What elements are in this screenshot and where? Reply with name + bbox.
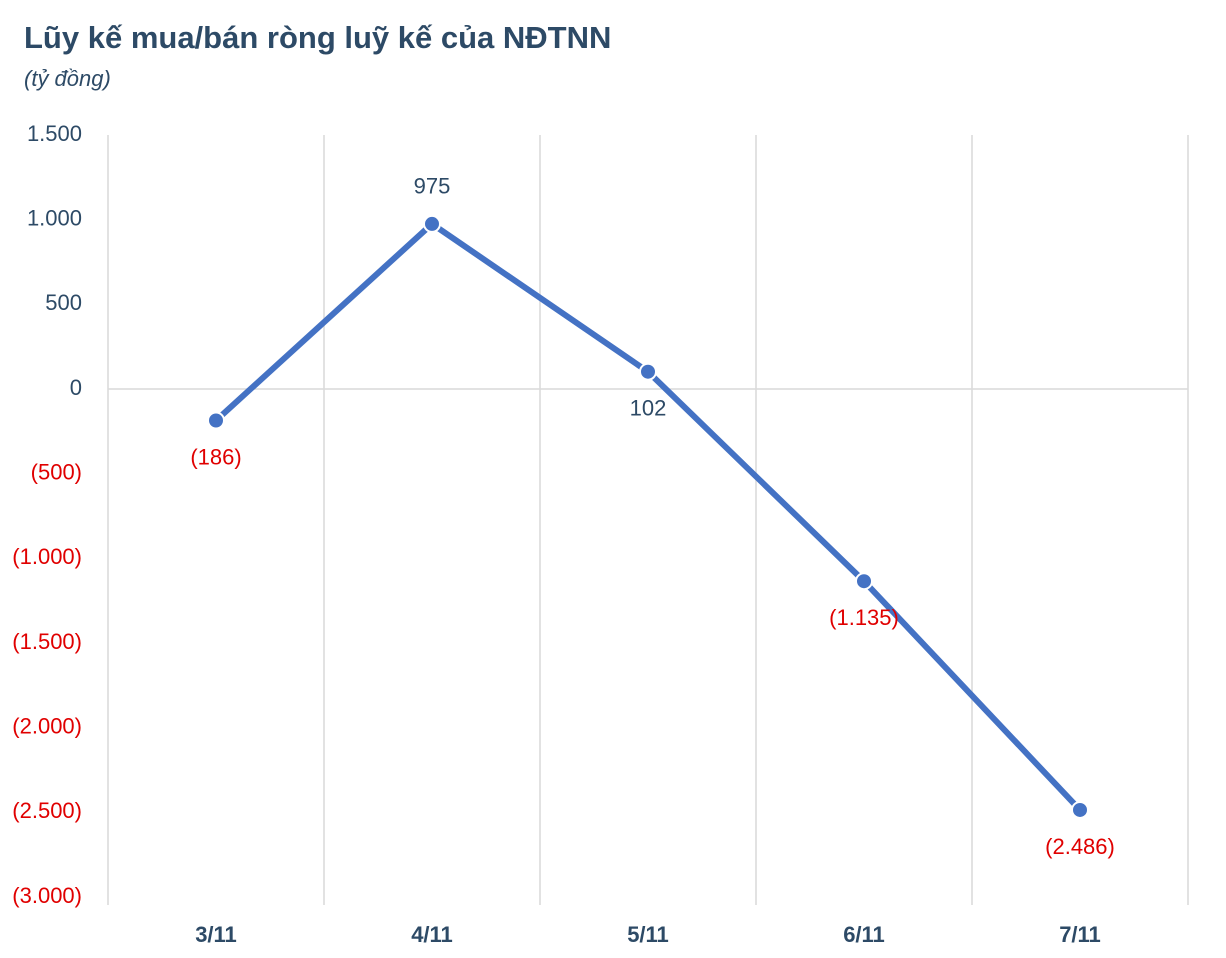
data-point: [855, 572, 873, 591]
y-tick-label: (2.500): [12, 798, 82, 823]
x-tick-label: 6/11: [843, 922, 885, 947]
data-point: [1071, 800, 1089, 819]
y-tick-label: (2.000): [12, 713, 82, 738]
data-label: 102: [630, 396, 667, 421]
chart-subtitle: (tỷ đồng): [24, 66, 111, 91]
chart-title: Lũy kế mua/bán ròng luỹ kế của NĐTNN: [24, 20, 611, 55]
y-tick-label: (1.500): [12, 629, 82, 654]
data-label: 975: [414, 174, 451, 199]
y-tick-label: (3.000): [12, 883, 82, 908]
y-tick-label: (500): [31, 459, 82, 484]
data-point: [207, 411, 225, 430]
y-tick-label: 1.000: [27, 205, 82, 230]
data-label: (2.486): [1045, 834, 1115, 859]
y-tick-label: 500: [45, 290, 82, 315]
x-tick-label: 7/11: [1059, 922, 1101, 947]
x-tick-label: 4/11: [411, 922, 453, 947]
data-label: (1.135): [829, 605, 899, 630]
y-tick-label: 1.500: [27, 121, 82, 146]
data-point: [423, 214, 441, 233]
y-tick-label: 0: [70, 375, 82, 400]
data-line: [213, 220, 1083, 813]
data-point: [639, 362, 657, 381]
y-tick-label: (1.000): [12, 544, 82, 569]
data-label: (186): [190, 444, 241, 469]
x-tick-label: 3/11: [195, 922, 237, 947]
x-tick-label: 5/11: [627, 922, 669, 947]
